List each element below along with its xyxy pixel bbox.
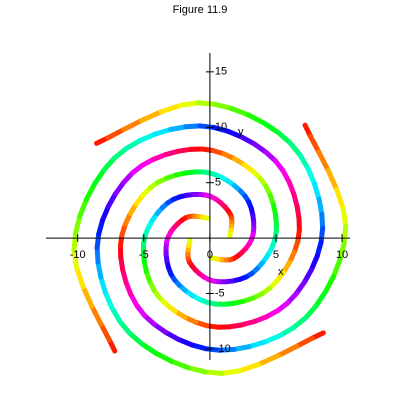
- y-tick-label: 5: [215, 177, 221, 189]
- chart-title: Figure 11.9: [173, 4, 228, 16]
- curve-segment: [83, 287, 92, 307]
- y-axis-label: y: [238, 126, 244, 138]
- curve-segment: [310, 136, 318, 151]
- curve-segment: [239, 364, 258, 370]
- curve-segment: [156, 353, 172, 361]
- curve-segment: [259, 356, 279, 365]
- x-axis-label: x: [278, 266, 284, 278]
- curve-segment: [188, 368, 205, 372]
- x-tick-label: 10: [336, 249, 348, 261]
- y-tick-label: -10: [215, 343, 231, 355]
- curve-segment: [171, 361, 188, 367]
- curve-segment: [222, 371, 240, 374]
- y-tick-label: 10: [215, 121, 227, 133]
- curve-segment: [101, 324, 109, 339]
- curve-segment: [264, 123, 278, 132]
- curve-segment: [248, 115, 264, 123]
- curve-segment: [232, 108, 249, 114]
- curve-segment: [95, 170, 105, 184]
- curve-segment: [77, 267, 84, 286]
- curve-segment: [141, 344, 155, 353]
- x-tick-label: -5: [139, 249, 149, 261]
- curve-segment: [316, 292, 326, 306]
- curve-segment: [325, 276, 333, 292]
- curve-segment: [278, 346, 296, 355]
- curve-segment: [80, 200, 86, 217]
- curve-segment: [343, 209, 346, 226]
- x-tick-label: 5: [273, 249, 279, 261]
- axes: -10 -5 0 5 10 -10 -5 5 10 15: [46, 53, 350, 360]
- y-tick-label: 15: [215, 66, 227, 78]
- curve-segment: [215, 104, 232, 108]
- curve-segment: [141, 112, 161, 121]
- y-tick-label: -5: [215, 287, 225, 299]
- curve-segment: [108, 130, 124, 138]
- curve-segment: [161, 105, 180, 111]
- curve-segment: [337, 189, 344, 208]
- curve-segment: [319, 152, 328, 170]
- curve-segment: [328, 170, 337, 190]
- curve-segment: [92, 306, 101, 324]
- curve-segment: [86, 184, 94, 200]
- x-tick-label: 0: [207, 249, 213, 261]
- x-tick-label: -10: [70, 249, 86, 261]
- curve-segment: [297, 338, 313, 346]
- curve-segment: [76, 216, 80, 233]
- curve-segment: [180, 103, 198, 106]
- curve-segment: [123, 121, 141, 130]
- curve-segment: [334, 260, 340, 277]
